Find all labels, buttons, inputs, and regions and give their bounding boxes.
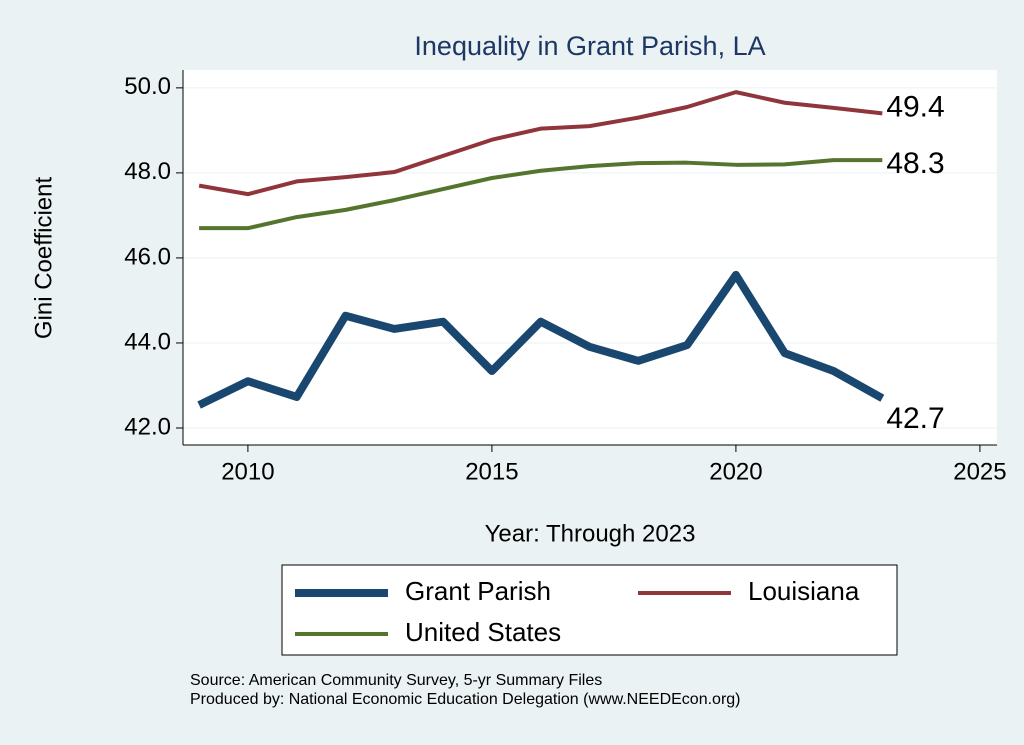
y-tick-label: 50.0 — [124, 73, 171, 100]
x-tick-label: 2015 — [465, 458, 518, 485]
legend-box — [281, 564, 898, 656]
y-tick-label: 44.0 — [124, 328, 171, 355]
producer-note: Produced by: National Economic Education… — [190, 691, 741, 708]
x-tick-label: 2020 — [709, 458, 762, 485]
series-line — [199, 158, 883, 231]
y-tick-label: 42.0 — [124, 413, 171, 440]
y-tick-label: 46.0 — [124, 243, 171, 270]
source-note: Source: American Community Survey, 5-yr … — [190, 672, 602, 689]
legend-label: Louisiana — [748, 576, 860, 606]
end-value-label: 42.7 — [886, 402, 944, 435]
y-axis-title: Gini Coefficient — [30, 177, 57, 340]
series-line — [198, 90, 883, 197]
end-value-label: 48.3 — [886, 147, 944, 180]
y-tick-label: 48.0 — [124, 158, 171, 185]
legend-label: United States — [405, 617, 561, 647]
x-tick-label: 2010 — [221, 458, 274, 485]
series-line — [197, 270, 885, 409]
end-value-label: 49.4 — [886, 90, 944, 123]
legend-label: Grant Parish — [405, 576, 551, 606]
chart-title: Inequality in Grant Parish, LA — [414, 31, 765, 61]
x-tick-label: 2025 — [953, 458, 1006, 485]
x-axis-title: Year: Through 2023 — [485, 520, 696, 547]
